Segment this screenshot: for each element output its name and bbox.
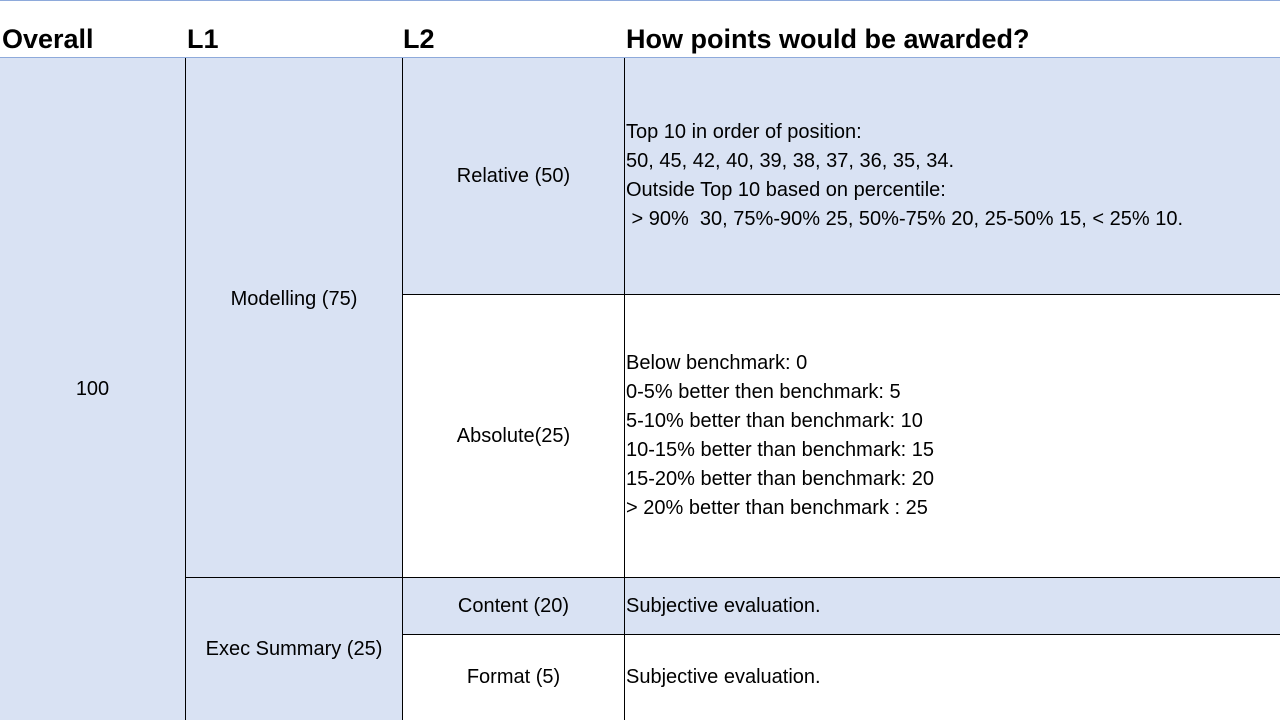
grid-line-horizontal <box>402 294 1280 295</box>
overall-value: 100 <box>75 377 110 400</box>
l1-modelling-label: Modelling (75) <box>230 288 358 310</box>
l2-absolute-label: Absolute(25) <box>456 424 571 447</box>
points-format-text: Subjective evaluation. <box>626 666 821 688</box>
l1-modelling-cell: Modelling (75) <box>186 58 402 577</box>
l2-relative-cell: Relative (50) <box>403 58 624 294</box>
l2-format-label: Format (5) <box>466 666 561 688</box>
l2-format-cell: Format (5) <box>403 635 624 720</box>
points-relative-line: Outside Top 10 based on percentile: <box>626 179 946 201</box>
grid-line-vertical <box>624 58 625 720</box>
header-l2: L2 <box>403 24 435 54</box>
l1-exec-summary-cell: Exec Summary (25) <box>186 578 402 720</box>
points-absolute-cell: Below benchmark: 0 0-5% better then benc… <box>625 295 1280 577</box>
points-relative-text: Top 10 in order of position: 50, 45, 42,… <box>626 118 1183 234</box>
points-relative-line: 50, 45, 42, 40, 39, 38, 37, 36, 35, 34. <box>626 150 955 172</box>
points-absolute-line: 0-5% better then benchmark: 5 <box>626 381 901 403</box>
points-absolute-line: 15-20% better than benchmark: 20 <box>626 468 934 490</box>
points-absolute-line: Below benchmark: 0 <box>626 352 808 374</box>
grid-line-horizontal <box>185 577 1280 578</box>
l1-exec-summary-label: Exec Summary (25) <box>205 637 383 660</box>
l2-absolute-cell: Absolute(25) <box>403 295 624 577</box>
grid-line-vertical <box>185 58 186 720</box>
header-l1: L1 <box>187 24 219 54</box>
l2-relative-label: Relative (50) <box>456 164 571 187</box>
points-format-cell: Subjective evaluation. <box>625 635 1280 720</box>
overall-cell: 100 <box>0 58 185 720</box>
points-absolute-line: > 20% better than benchmark : 25 <box>626 497 928 519</box>
points-absolute-text: Below benchmark: 0 0-5% better then benc… <box>626 349 934 523</box>
l2-content-cell: Content (20) <box>403 578 624 634</box>
grid-line-horizontal <box>402 634 1280 635</box>
points-content-cell: Subjective evaluation. <box>625 578 1280 634</box>
top-rule <box>0 0 1280 1</box>
l2-content-label: Content (20) <box>457 594 570 617</box>
points-absolute-line: 10-15% better than benchmark: 15 <box>626 439 934 461</box>
points-content-text: Subjective evaluation. <box>626 594 821 617</box>
points-relative-cell: Top 10 in order of position: 50, 45, 42,… <box>625 58 1280 294</box>
points-relative-line: > 90% 30, 75%-90% 25, 50%-75% 20, 25-50%… <box>626 208 1184 230</box>
points-absolute-line: 5-10% better than benchmark: 10 <box>626 410 923 432</box>
header-points: How points would be awarded? <box>626 24 1030 54</box>
points-relative-line: Top 10 in order of position: <box>626 121 862 143</box>
grid-line-vertical <box>402 58 403 720</box>
table-header-row: Overall L1 L2 How points would be awarde… <box>0 1 1280 58</box>
header-overall: Overall <box>2 24 94 54</box>
